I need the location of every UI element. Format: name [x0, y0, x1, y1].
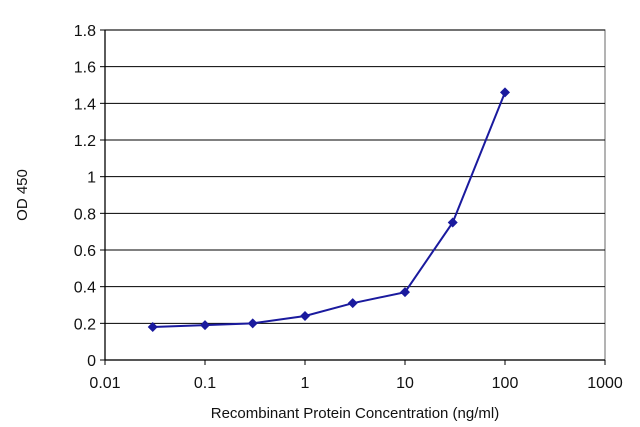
- y-axis-label: OD 450: [14, 169, 31, 221]
- data-point-marker: [500, 87, 510, 98]
- series-group: [147, 87, 510, 332]
- x-axis-label: Recombinant Protein Concentration (ng/ml…: [211, 405, 499, 422]
- x-tick-label: 0.01: [89, 375, 120, 392]
- y-tick-label: 1.6: [74, 60, 96, 77]
- x-axis-ticks: 0.01 0.1 1 10 100 1000: [89, 360, 623, 392]
- data-point-marker: [200, 320, 210, 331]
- data-point-marker: [400, 287, 410, 298]
- data-point-marker: [447, 217, 458, 228]
- data-point-marker: [247, 318, 258, 329]
- y-tick-label: 1.4: [74, 96, 96, 113]
- y-tick-label: 0.2: [74, 316, 96, 333]
- data-point-marker: [300, 311, 310, 321]
- plot-area: [104, 29, 606, 361]
- y-tick-label: 1: [87, 170, 96, 187]
- y-tick-label: 0.4: [74, 280, 96, 297]
- y-tick-label: 1.8: [74, 23, 96, 40]
- data-point-marker: [347, 298, 358, 309]
- y-axis-ticks: 0 0.2 0.4 0.6 0.8 1 1.2 1.4 1.6 1.8: [74, 23, 105, 370]
- x-tick-label: 10: [396, 375, 414, 392]
- y-tick-label: 0.8: [74, 206, 96, 223]
- y-tick-label: 1.2: [74, 133, 96, 150]
- y-tick-label: 0: [87, 353, 96, 370]
- y-tick-label: 0.6: [74, 243, 96, 260]
- x-tick-label: 0.1: [194, 375, 216, 392]
- series-line: [152, 91, 506, 328]
- data-point-marker: [147, 322, 158, 332]
- x-tick-label: 1: [301, 375, 310, 392]
- x-tick-label: 1000: [587, 375, 623, 392]
- x-tick-label: 100: [492, 375, 519, 392]
- gridlines: [105, 29, 605, 324]
